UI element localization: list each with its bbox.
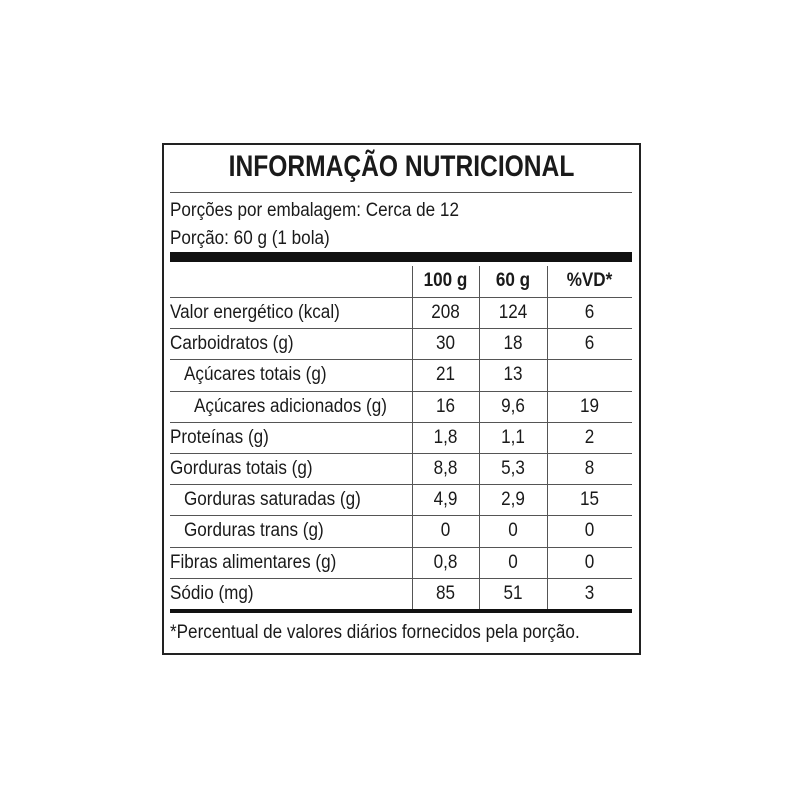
cell: 0: [440, 520, 451, 542]
column-header: %VD*: [566, 270, 613, 291]
cell: 0: [508, 520, 518, 542]
cell: 9,6: [501, 395, 525, 417]
cell: 0: [584, 551, 595, 573]
cell: 15: [579, 489, 600, 511]
row-rule: [170, 546, 632, 548]
servings: Porções por embalagem: Cerca de 12: [170, 200, 459, 221]
row-label: Fibras alimentares (g): [170, 551, 337, 573]
column-header: 60 g: [495, 270, 531, 291]
column-rule: [479, 266, 480, 609]
cell: 21: [435, 364, 456, 386]
cell: 0: [584, 520, 595, 542]
cell: 30: [435, 333, 456, 355]
thick-rule: [170, 609, 632, 613]
cell: 2,9: [501, 489, 525, 511]
cell: 1,8: [433, 426, 458, 448]
row-rule: [170, 484, 632, 486]
thick-bar: [170, 252, 632, 262]
row-label: Gorduras saturadas (g): [184, 489, 361, 511]
cell: 3: [584, 582, 595, 604]
row-label: Açúcares totais (g): [184, 364, 327, 386]
row-rule: [170, 577, 632, 579]
row-rule: [170, 515, 632, 517]
cell: 8: [584, 458, 595, 479]
cell: 208: [431, 302, 460, 323]
cell: 6: [584, 333, 595, 355]
rule: [170, 192, 632, 193]
cell: 8,8: [433, 458, 458, 479]
column-header: 100 g: [423, 270, 468, 291]
footnote: *Percentual de valores diários fornecido…: [170, 622, 580, 643]
row-label: Gorduras trans (g): [184, 520, 324, 542]
row-rule: [170, 421, 632, 423]
row-label: Carboidratos (g): [170, 333, 294, 355]
cell: 2: [584, 426, 595, 448]
row-rule: [170, 297, 632, 298]
portion: Porção: 60 g (1 bola): [170, 228, 330, 249]
row-label: Valor energético (kcal): [170, 302, 340, 323]
label-frame: [162, 143, 641, 655]
cell: 19: [579, 395, 600, 417]
cell: 16: [435, 395, 456, 417]
row-rule: [170, 453, 632, 454]
row-label: Sódio (mg): [170, 582, 254, 604]
cell: 4,9: [433, 489, 458, 511]
title: INFORMAÇÃO NUTRICIONAL: [228, 150, 575, 183]
row-label: Gorduras totais (g): [170, 458, 313, 479]
cell: 85: [435, 582, 456, 604]
cell: 6: [584, 302, 595, 323]
row-label: Proteínas (g): [170, 426, 269, 448]
row-rule: [170, 328, 632, 330]
cell: 18: [503, 333, 523, 355]
cell: 51: [503, 582, 523, 604]
row-rule: [170, 390, 632, 392]
cell: 0: [508, 551, 518, 573]
row-label: Açúcares adicionados (g): [194, 395, 387, 417]
column-rule: [412, 266, 413, 609]
cell: 5,3: [501, 458, 525, 479]
cell: 124: [498, 302, 528, 323]
cell: 13: [503, 364, 523, 386]
cell: 1,1: [501, 426, 525, 448]
cell: 0,8: [433, 551, 458, 573]
column-rule: [547, 266, 548, 609]
row-rule: [170, 359, 632, 361]
